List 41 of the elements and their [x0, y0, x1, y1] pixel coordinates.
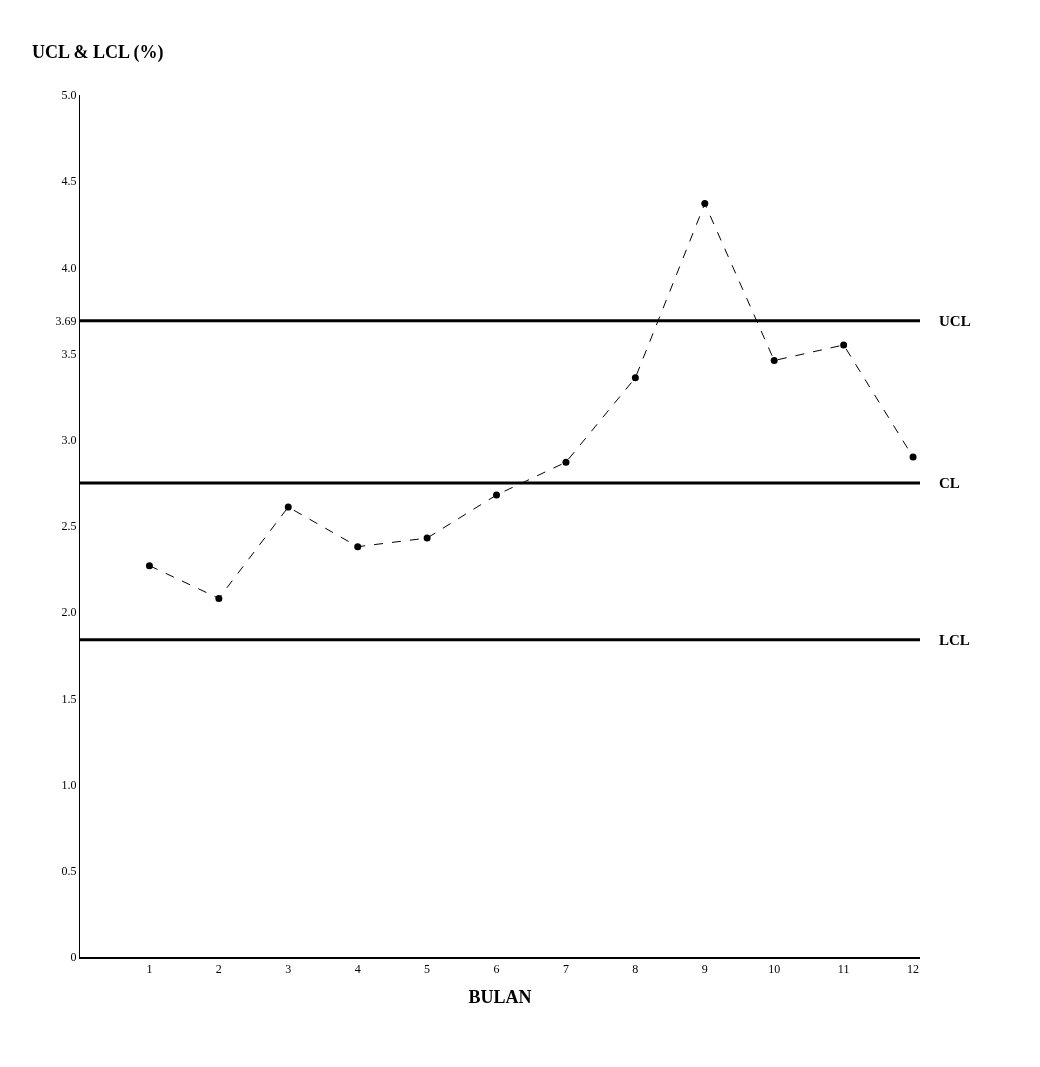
- y-tick-label: 5.0: [61, 88, 77, 103]
- y-tick-label: 4.0: [61, 260, 77, 275]
- point: [354, 543, 362, 551]
- x-tick-label: 6: [493, 962, 500, 977]
- ref-line-label: UCL: [939, 313, 971, 329]
- x-tick-label: 12: [907, 962, 920, 977]
- ref-line-label: CL: [939, 475, 960, 491]
- y-tick-label: 4.5: [61, 174, 77, 189]
- point: [423, 534, 431, 542]
- y-tick-label: 0: [70, 950, 77, 965]
- x-axis-title: BULAN: [468, 986, 532, 1007]
- x-tick-label: 4: [354, 962, 361, 977]
- x-tick-label: 3: [285, 962, 292, 977]
- x-tick-label: 11: [837, 962, 850, 977]
- point: [562, 458, 570, 466]
- x-tick-label: 2: [215, 962, 222, 977]
- ref-line-label: LCL: [939, 632, 970, 648]
- point: [215, 594, 223, 602]
- y-tick-label: 3.5: [61, 346, 77, 361]
- x-tick-label: 5: [424, 962, 431, 977]
- y-axis-title: UCL & LCL (%): [32, 42, 164, 63]
- point: [284, 503, 292, 511]
- x-tick-label: 1: [146, 962, 153, 977]
- y-tick-label: 2.0: [61, 605, 77, 620]
- x-tick-label: 9: [701, 962, 708, 977]
- y-tick-label: 3.0: [61, 433, 77, 447]
- point: [770, 357, 778, 364]
- y-tick-label: 1.0: [61, 777, 77, 792]
- point: [145, 562, 153, 570]
- x-tick-label: 8: [632, 962, 639, 977]
- point: [909, 453, 917, 461]
- y-tick-label: 3.69: [55, 314, 77, 329]
- y-tick-label: 0.5: [61, 864, 77, 878]
- point: [840, 341, 848, 349]
- point: [631, 374, 639, 382]
- y-tick-label: 1.5: [61, 691, 77, 706]
- y-tick-label: 2.5: [61, 519, 77, 534]
- x-tick-label: 7: [562, 962, 569, 977]
- point: [493, 491, 501, 499]
- point: [701, 200, 709, 208]
- x-tick-label: 10: [768, 962, 781, 977]
